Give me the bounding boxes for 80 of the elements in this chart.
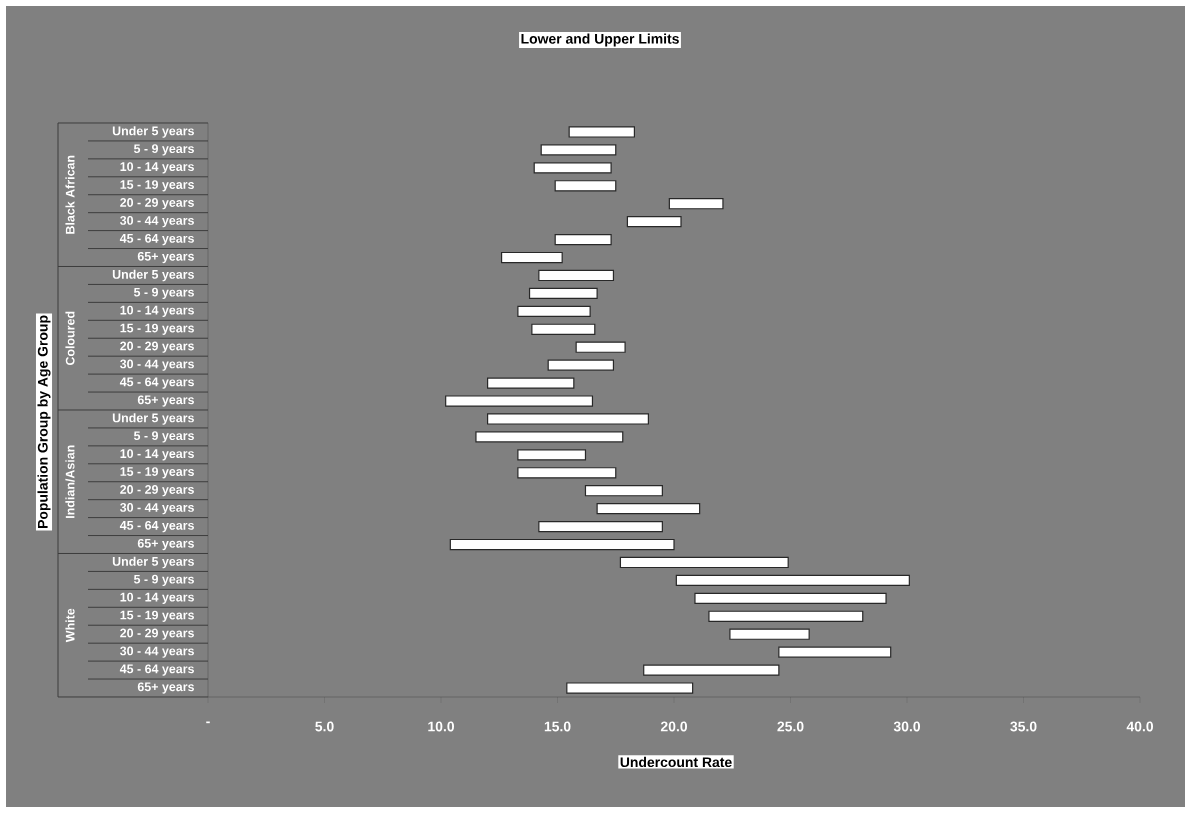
x-tick-label: 10.0 [428,721,455,732]
bar [487,413,649,425]
y-tick-label: 20 - 29 years [120,628,194,640]
y-tick-label: 30 - 44 years [119,216,194,228]
y-tick-label: 45 - 64 years [119,233,194,246]
bar [675,574,910,587]
bar [668,198,724,210]
bar [568,126,635,138]
x-tick-label: 25.0 [777,721,804,732]
bar [487,377,575,389]
bar [778,646,892,658]
bar [538,269,615,282]
y-tick-label: Under 5 years [112,556,194,569]
y-tick-label: 45 - 64 years [119,664,194,676]
bar [626,216,682,228]
y-tick-label: 65+ years [137,251,194,264]
bar [475,431,624,443]
y-tick-label: 30 - 44 years [119,359,194,371]
y-tick-label: 65+ years [137,538,194,551]
bar [449,538,675,551]
text: Indian/Asian [65,445,75,518]
y-tick-label: 10 - 14 years [120,162,194,174]
text: Black African [65,155,75,234]
x-tick-label: 20.0 [660,721,688,732]
bar [694,592,887,604]
bar [729,628,810,640]
x-axis-title: Undercount Rate [620,756,732,768]
x-tick-label: 30.0 [893,721,921,732]
y-tick-label: 5 - 9 years [133,144,194,156]
x-tick-label: 15.0 [544,721,571,732]
bar [554,233,612,246]
y-tick-label: 15 - 19 years [120,180,194,192]
bar [643,664,780,676]
bar [540,144,617,156]
y-tick-label: 10 - 14 years [120,592,194,604]
x-tick-label: - [206,721,210,724]
y-tick-label: 10 - 14 years [120,449,194,461]
bar [547,359,615,371]
bar [533,162,612,174]
y-tick-label: 20 - 29 years [120,341,194,353]
bar [619,556,789,569]
y-tick-label: 15 - 19 years [120,323,194,335]
y-tick-label: 20 - 29 years [120,485,194,497]
y-tick-label: 5 - 9 years [133,431,194,443]
y-tick-label: Under 5 years [112,269,194,282]
bar [531,323,596,335]
y-tick-label: 5 - 9 years [133,287,194,300]
y-tick-label: 15 - 19 years [120,467,194,479]
y-tick-label: Under 5 years [112,126,194,138]
bar [528,287,598,300]
x-tick-label: 40.0 [1126,721,1154,732]
y-tick-label: 30 - 44 years [119,503,194,515]
chart-title: Lower and Upper Limits [521,33,679,47]
y-tick-label: 10 - 14 years [120,305,194,317]
y-axis-title: Population Group by Age Group [37,315,51,528]
bar [517,467,617,479]
y-tick-label: 5 - 9 years [133,574,194,587]
bar [517,305,591,317]
y-tick-label: 15 - 19 years [120,610,194,622]
y-tick-label: Under 5 years [112,413,194,425]
bar [554,180,617,192]
x-tick-label: 5.0 [315,721,334,732]
bar [445,395,594,407]
bar [596,503,701,515]
y-tick-label: 45 - 64 years [119,377,194,389]
y-tick-label: 30 - 44 years [119,646,194,658]
bar [584,485,663,497]
y-tick-label: 65+ years [137,682,194,694]
x-tick-label: 35.0 [1010,721,1037,732]
y-tick-label: 20 - 29 years [120,198,194,210]
bar [538,520,663,533]
bar [575,341,626,353]
bar [517,449,587,461]
y-tick-label: 65+ years [137,395,194,407]
text: Coloured [65,311,75,366]
y-tick-label: 45 - 64 years [119,520,194,533]
bar [566,682,694,694]
text: White [65,608,75,643]
bar [500,251,563,264]
bar [708,610,864,622]
